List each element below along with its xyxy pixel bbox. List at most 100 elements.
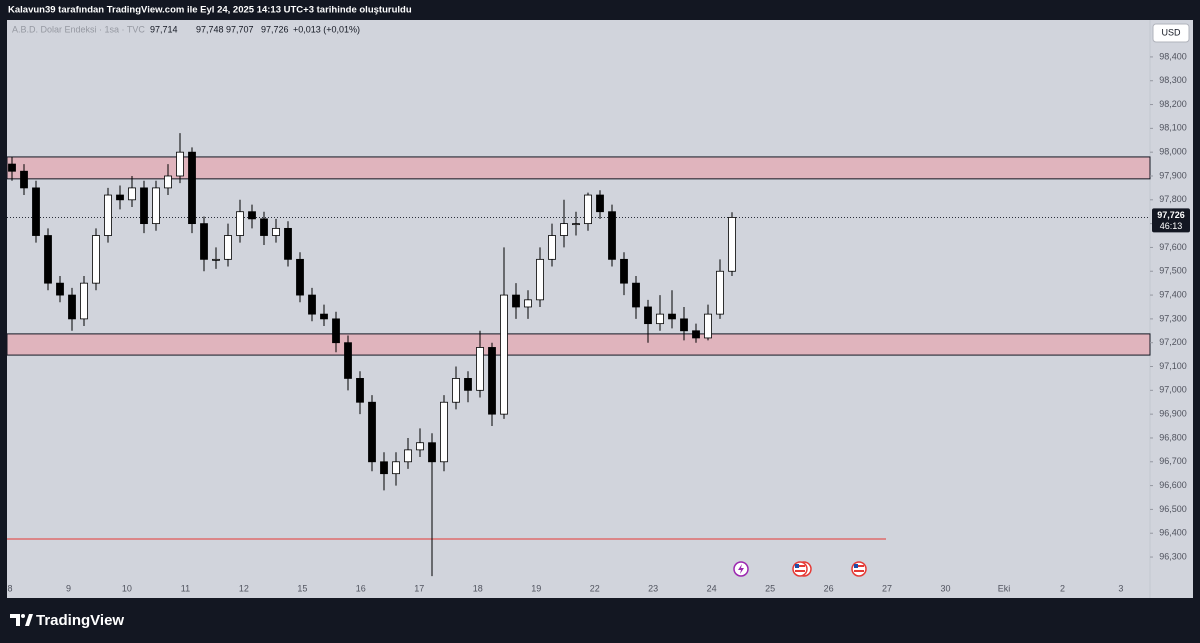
zone: [6, 333, 1151, 356]
candle-body: [656, 313, 664, 325]
candle-body: [80, 282, 88, 320]
ohlc-low: 97,707: [226, 24, 254, 34]
candle-body: [332, 318, 340, 344]
candle-body: [500, 294, 508, 415]
y-tick-label: 97,400: [1159, 289, 1187, 299]
candle-body: [104, 194, 112, 236]
candle-body: [716, 270, 724, 315]
candle-body: [704, 313, 712, 339]
ohlc-open: 97,714: [150, 24, 178, 34]
candle-body: [8, 163, 16, 172]
candle-body: [464, 378, 472, 391]
candle-body: [140, 187, 148, 225]
candle-body: [296, 258, 304, 296]
candle-body: [344, 342, 352, 379]
candle-body: [152, 187, 160, 225]
candle-body: [260, 218, 268, 236]
currency-button[interactable]: [1152, 23, 1190, 43]
candle-body: [608, 211, 616, 260]
x-tick-label: 2: [1060, 583, 1065, 593]
symbol: A.B.D. Dolar Endeksi · 1sa · TVC: [12, 24, 145, 34]
event-icons: [733, 561, 867, 577]
candle-body: [20, 170, 28, 189]
candle-body: [188, 151, 196, 225]
candle-body: [212, 258, 220, 261]
candle-body: [356, 378, 364, 403]
x-tick-label: 22: [590, 583, 600, 593]
x-tick-label: 24: [707, 583, 717, 593]
x-tick-label: 23: [648, 583, 658, 593]
candle-body: [440, 401, 448, 463]
brand-name: TradingView: [36, 612, 124, 629]
candle-body: [176, 151, 184, 177]
x-tick-label: 9: [66, 583, 71, 593]
y-tick-label: 97,900: [1159, 170, 1187, 180]
candle-body: [128, 187, 136, 201]
ohlc-change: +0,013 (+0,01%): [293, 24, 360, 34]
candle-body: [644, 306, 652, 325]
candle-body: [488, 347, 496, 415]
y-tick-label: 98,400: [1159, 51, 1187, 61]
candle-body: [560, 223, 568, 236]
candle-body: [44, 235, 52, 284]
y-tick-label: 96,500: [1159, 504, 1187, 514]
last-price-tag: [1152, 208, 1190, 233]
y-tick-label: 97,800: [1159, 194, 1187, 204]
candle-body: [476, 347, 484, 391]
candle-body: [404, 449, 412, 463]
x-tick-label: 30: [941, 583, 951, 593]
x-tick-label: 3: [1118, 583, 1123, 593]
candle-body: [728, 217, 736, 272]
y-tick-label: 97,600: [1159, 242, 1187, 252]
candle-body: [284, 227, 292, 260]
y-tick-label: 97,500: [1159, 266, 1187, 276]
candle-body: [380, 461, 388, 475]
y-tick-label: 98,100: [1159, 123, 1187, 133]
candle-body: [524, 299, 532, 308]
candle-body: [68, 294, 76, 320]
chart-area: [7, 20, 1193, 598]
x-tick-label: 11: [181, 583, 190, 593]
candle-body: [668, 313, 676, 320]
candle-body: [632, 282, 640, 308]
x-tick-label: 19: [531, 583, 541, 593]
candle-body: [308, 294, 316, 315]
candle-body: [56, 282, 64, 296]
candle-body: [536, 258, 544, 301]
candle-body: [248, 211, 256, 220]
x-tick-label: 12: [239, 583, 249, 593]
x-tick-label: 8: [7, 583, 12, 593]
candle-body: [680, 318, 688, 332]
y-tick-label: 97,200: [1159, 337, 1187, 347]
candle-body: [428, 442, 436, 463]
last-price-label: 97,726: [1157, 210, 1185, 220]
candle-body: [392, 461, 400, 475]
y-tick-label: 97,100: [1159, 361, 1187, 371]
candle-body: [92, 235, 100, 284]
ohlc-high: 97,748: [196, 24, 224, 34]
y-tick-label: 96,600: [1159, 480, 1187, 490]
candle-body: [620, 258, 628, 284]
candle-body: [368, 401, 376, 463]
candle-body: [596, 194, 604, 213]
x-tick-label: 10: [122, 583, 132, 593]
candle-body: [164, 175, 172, 189]
brand-logo: [10, 614, 33, 626]
y-tick-label: 97,300: [1159, 313, 1187, 323]
y-tick-label: 96,900: [1159, 409, 1187, 419]
y-tick-label: 98,200: [1159, 99, 1187, 109]
candle-body: [200, 223, 208, 260]
candle-body: [272, 227, 280, 236]
candle-body: [32, 187, 40, 236]
zone: [6, 156, 1151, 180]
candle-body: [224, 235, 232, 260]
ohlc-close: 97,726: [261, 24, 289, 34]
currency-label[interactable]: USD: [1161, 27, 1181, 37]
y-tick-label: 96,800: [1159, 432, 1187, 442]
candle-body: [692, 330, 700, 339]
candle-body: [116, 194, 124, 201]
x-tick-label: 16: [356, 583, 366, 593]
candle-body: [548, 235, 556, 260]
candle-body: [236, 211, 244, 236]
